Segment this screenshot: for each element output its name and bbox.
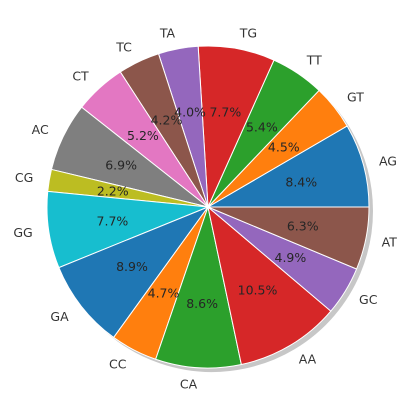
pie-slice-labels: AG GT TT TG TA TC CT AC CG GG GA CC CA AA GC AT bbox=[13, 25, 397, 391]
slice-label-at: AT bbox=[382, 234, 398, 249]
slice-label-ta: TA bbox=[159, 25, 176, 40]
percent-label-at: 6.3% bbox=[287, 218, 319, 233]
slice-label-cg: CG bbox=[15, 170, 33, 185]
percent-label-tc: 4.2% bbox=[151, 112, 183, 127]
slice-label-tg: TG bbox=[239, 25, 257, 40]
percent-label-gc: 4.9% bbox=[275, 250, 307, 265]
slice-label-tc: TC bbox=[115, 40, 132, 55]
slice-label-gg: GG bbox=[13, 225, 32, 240]
slice-label-ga: GA bbox=[50, 309, 69, 324]
percent-label-gg: 7.7% bbox=[97, 213, 129, 228]
slice-ag bbox=[206, 125, 370, 208]
slice-label-gt: GT bbox=[347, 90, 364, 105]
percent-label-aa: 10.5% bbox=[238, 282, 278, 297]
percent-label-cc: 4.7% bbox=[148, 285, 180, 300]
slice-ga bbox=[58, 205, 210, 339]
percent-label-cg: 2.2% bbox=[97, 184, 129, 199]
slice-label-ca: CA bbox=[180, 376, 198, 391]
slice-ca bbox=[155, 205, 242, 369]
percent-label-ac: 6.9% bbox=[105, 157, 137, 172]
percent-label-tt: 5.4% bbox=[246, 119, 278, 134]
percent-label-ag: 8.4% bbox=[285, 174, 317, 189]
percent-label-gt: 4.5% bbox=[268, 140, 300, 155]
slice-label-tt: TT bbox=[306, 53, 322, 68]
percent-label-ca: 8.6% bbox=[186, 296, 218, 311]
slice-label-ag: AG bbox=[379, 153, 397, 168]
slice-label-ct: CT bbox=[72, 69, 89, 84]
pie-wedges bbox=[46, 45, 370, 369]
slice-label-gc: GC bbox=[359, 292, 378, 307]
percent-label-tg: 7.7% bbox=[209, 104, 241, 119]
slice-label-ac: AC bbox=[32, 122, 49, 137]
percent-label-ta: 4.0% bbox=[174, 105, 206, 120]
percent-label-ga: 8.9% bbox=[116, 259, 148, 274]
slice-at bbox=[207, 206, 370, 270]
slice-label-aa: AA bbox=[299, 352, 317, 367]
pie-percent-labels: 8.4%4.5%5.4%7.7%4.0%4.2%5.2%6.9%2.2%7.7%… bbox=[97, 104, 319, 310]
slice-aa bbox=[207, 205, 332, 366]
slice-label-cc: CC bbox=[109, 357, 127, 372]
percent-label-ct: 5.2% bbox=[127, 128, 159, 143]
